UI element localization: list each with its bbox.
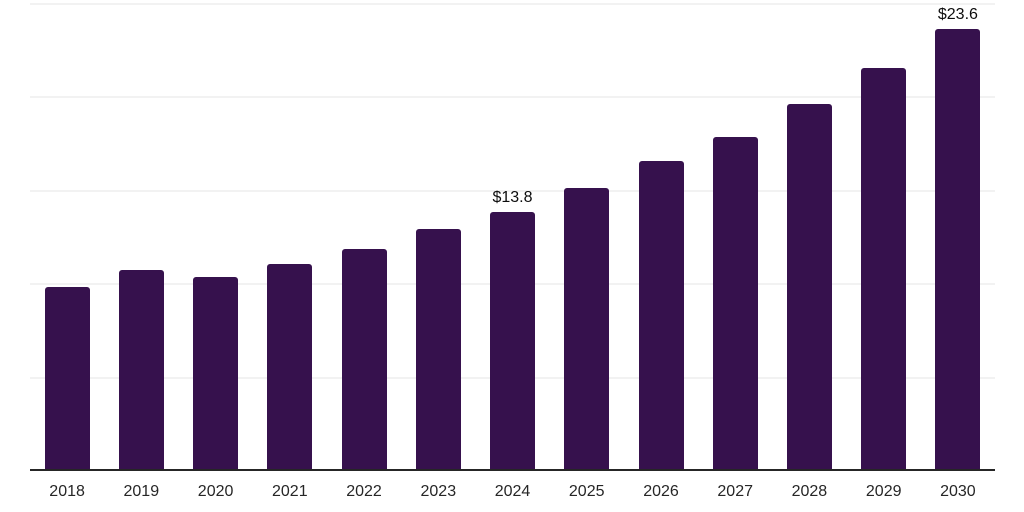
x-tick-2028: 2028 (791, 483, 828, 500)
x-tick-2029: 2029 (865, 483, 902, 500)
x-tick-2023: 2023 (420, 483, 457, 500)
bar-2018 (44, 286, 90, 470)
bar-2020 (193, 277, 239, 470)
gridline-25 (30, 2, 995, 5)
bar-2026 (638, 161, 684, 470)
bar-2019 (118, 269, 164, 470)
bar-2025 (564, 187, 610, 470)
bar-2024 (490, 211, 535, 470)
x-tick-2021: 2021 (272, 483, 308, 500)
bar-2023 (415, 228, 461, 470)
x-tick-2024: 2024 (494, 483, 531, 500)
x-tick-2025: 2025 (568, 483, 605, 500)
x-tick-2018: 2018 (49, 483, 85, 500)
bar-2029 (861, 67, 907, 470)
bar-2022 (341, 249, 387, 470)
x-tick-2027: 2027 (717, 483, 753, 500)
x-tick-2030: 2030 (940, 483, 976, 500)
bar-2030 (935, 28, 981, 470)
bar-2028 (786, 103, 832, 470)
x-axis-line (30, 469, 995, 471)
x-tick-2022: 2022 (346, 483, 382, 500)
data-label-2030: $23.6 (937, 5, 978, 23)
x-tick-2020: 2020 (197, 483, 234, 500)
bar-2027 (712, 137, 758, 470)
gridline-20 (30, 96, 995, 98)
x-tick-2026: 2026 (643, 483, 679, 500)
bar-2021 (267, 264, 313, 470)
gridline-15 (30, 189, 995, 192)
data-label-2024: $13.8 (492, 188, 533, 206)
x-tick-2019: 2019 (123, 483, 160, 500)
